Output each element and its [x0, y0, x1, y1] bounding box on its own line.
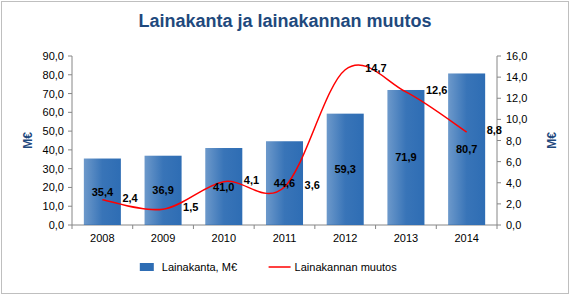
y2-tick-label: 4,0 — [506, 177, 521, 189]
bar-label: 59,3 — [335, 163, 356, 175]
bar-label: 80,7 — [456, 143, 477, 155]
bar — [84, 159, 121, 225]
bar — [266, 141, 303, 225]
x-tick — [193, 225, 194, 229]
legend-label: Lainakanta, M€ — [162, 261, 237, 273]
y-axis-line — [72, 56, 73, 225]
line-label: 4,1 — [244, 174, 259, 186]
y-tick-label: 10,0 — [43, 200, 64, 212]
y-tick — [68, 56, 72, 57]
legend: Lainakanta, M€ Lainakannan muutos — [140, 261, 397, 273]
y-tick-label: 30,0 — [43, 163, 64, 175]
y2-tick — [497, 77, 501, 78]
y-tick — [68, 74, 72, 75]
y2-tick-label: 8,0 — [506, 135, 521, 147]
x-tick-label: 2009 — [151, 232, 175, 244]
bar — [448, 73, 485, 225]
chart-svg: Lainakanta ja lainakannan muutos M€ M€ 0,0 1… — [0, 0, 570, 295]
plot-marks — [84, 65, 485, 225]
x-tick — [314, 225, 315, 229]
y-tick-label: 20,0 — [43, 181, 64, 193]
bar-label: 36,9 — [152, 184, 173, 196]
y2-tick — [497, 56, 501, 57]
x-tick-label: 2008 — [90, 232, 114, 244]
line-label: 1,5 — [183, 201, 198, 213]
y2-tick — [497, 203, 501, 204]
x-tick — [375, 225, 376, 229]
line-label: 12,6 — [426, 84, 447, 96]
legend-label: Lainakannan muutos — [295, 261, 398, 273]
y-tick-label: 50,0 — [43, 125, 64, 137]
y2-tick — [497, 98, 501, 99]
bar-label: 71,9 — [395, 151, 416, 163]
y-tick-label: 90,0 — [43, 50, 64, 62]
y2-tick — [497, 161, 501, 162]
y2-tick — [497, 119, 501, 120]
x-tick — [132, 225, 133, 229]
y-tick-label: 80,0 — [43, 69, 64, 81]
y-tick — [68, 149, 72, 150]
y-tick-label: 40,0 — [43, 144, 64, 156]
y2-tick-label: 6,0 — [506, 156, 521, 168]
y2-tick — [497, 182, 501, 183]
legend-swatch — [140, 263, 154, 271]
x-tick-label: 2012 — [333, 232, 357, 244]
data-labels: 35,4 36,9 41,0 44,6 59,3 71,9 80,7 2,4 1,5 4,1 3,6… — [92, 62, 502, 213]
line-label: 8,8 — [487, 124, 502, 136]
y-axis-title: M€ — [21, 132, 35, 149]
chart-frame — [2, 2, 569, 294]
y2-tick-label: 12,0 — [506, 92, 527, 104]
y-tick — [68, 225, 72, 226]
bar — [145, 156, 182, 225]
line-label: 14,7 — [365, 62, 386, 74]
x-tick-label: 2010 — [212, 232, 236, 244]
y2-tick-label: 2,0 — [506, 198, 521, 210]
line-label: 2,4 — [122, 192, 138, 204]
bar-label: 44,6 — [274, 177, 295, 189]
y-tick-label: 70,0 — [43, 88, 64, 100]
y2-tick-label: 0,0 — [506, 219, 521, 231]
bar-label: 35,4 — [92, 186, 114, 198]
legend-swatch — [269, 266, 291, 268]
x-tick — [436, 225, 437, 229]
y-tick — [68, 131, 72, 132]
y2-tick-label: 10,0 — [506, 113, 527, 125]
x-tick — [497, 225, 498, 229]
bar — [387, 90, 424, 225]
y2-tick — [497, 140, 501, 141]
y2-tick-label: 16,0 — [506, 50, 527, 62]
y-tick-label: 0,0 — [49, 219, 64, 231]
x-tick-label: 2011 — [273, 232, 297, 244]
x-tick — [72, 225, 73, 229]
y2-tick — [497, 225, 501, 226]
y-tick — [68, 187, 72, 188]
y2-axis-title: M€ — [545, 132, 559, 149]
chart-title: Lainakanta ja lainakannan muutos — [138, 11, 431, 31]
y-tick-label: 60,0 — [43, 106, 64, 118]
line — [102, 65, 466, 210]
line-label: 3,6 — [305, 179, 320, 191]
bar-label: 41,0 — [213, 181, 234, 193]
y-tick — [68, 168, 72, 169]
y-tick — [68, 112, 72, 113]
y-tick — [68, 93, 72, 94]
x-tick-label: 2013 — [394, 232, 418, 244]
chart-container: Lainakanta ja lainakannan muutos M€ M€ 0,0 1… — [0, 0, 570, 295]
x-tick-label: 2014 — [454, 232, 478, 244]
y2-tick-label: 14,0 — [506, 71, 527, 83]
bar — [327, 114, 364, 225]
y-tick — [68, 206, 72, 207]
x-tick — [254, 225, 255, 229]
